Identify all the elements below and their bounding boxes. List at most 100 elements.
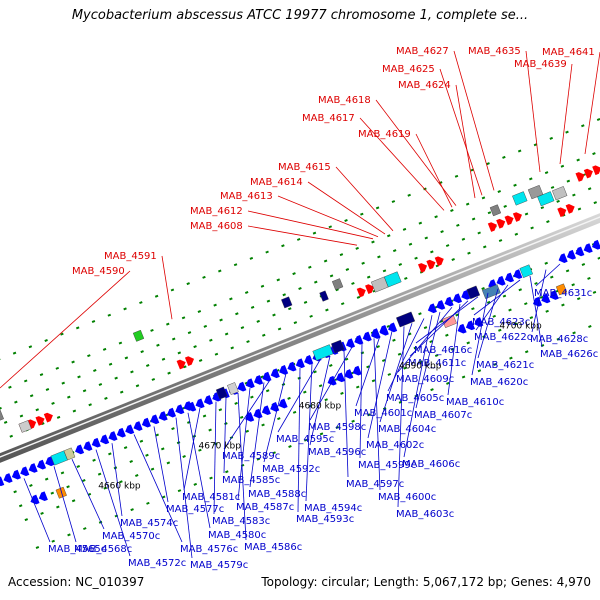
reverse-gene-arrow[interactable] (116, 427, 126, 438)
reverse-gene-arrow[interactable] (28, 463, 38, 473)
reverse-gene-arrow[interactable] (133, 421, 143, 431)
reverse-gene-arrow[interactable] (100, 434, 110, 445)
reverse-gene-arrow[interactable] (452, 293, 463, 304)
reverse-gene-arrow[interactable] (541, 293, 551, 304)
reverse-gene-label[interactable]: MAB_4570c (102, 531, 160, 542)
reverse-gene-label[interactable]: MAB_4603c (396, 509, 454, 520)
reverse-gene-label[interactable]: MAB_4598c (308, 422, 366, 433)
gene-feature-box[interactable] (63, 447, 76, 461)
reverse-gene-label[interactable]: MAB_4607c (414, 410, 472, 421)
reverse-gene-arrow[interactable] (125, 424, 135, 435)
forward-gene-label[interactable]: MAB_4612 (190, 206, 243, 217)
reverse-gene-label[interactable]: MAB_4631c (534, 288, 592, 299)
reverse-gene-label[interactable]: MAB_4568c (74, 544, 132, 555)
forward-gene-label[interactable]: MAB_4635 (468, 46, 521, 57)
gene-feature-box[interactable] (512, 191, 528, 206)
reverse-gene-arrow[interactable] (461, 290, 471, 300)
reverse-gene-arrow[interactable] (36, 459, 47, 470)
reverse-gene-arrow[interactable] (261, 405, 271, 416)
forward-gene-label[interactable]: MAB_4590 (72, 266, 125, 277)
reverse-gene-label[interactable]: MAB_4581c (182, 492, 240, 503)
reverse-gene-arrow[interactable] (427, 303, 437, 314)
reverse-gene-arrow[interactable] (212, 391, 222, 402)
reverse-gene-label[interactable]: MAB_4623c (472, 317, 530, 328)
reverse-gene-label[interactable]: MAB_4594c (304, 503, 362, 514)
reverse-gene-arrow[interactable] (474, 317, 484, 327)
reverse-gene-label[interactable]: MAB_4565c (48, 544, 106, 555)
reverse-gene-arrow[interactable] (558, 253, 568, 263)
forward-gene-arrow[interactable] (575, 172, 585, 182)
forward-gene-arrow[interactable] (356, 287, 366, 298)
reverse-gene-arrow[interactable] (344, 369, 354, 379)
gene-feature-box[interactable] (0, 409, 4, 422)
forward-gene-arrow[interactable] (496, 218, 506, 229)
reverse-gene-label[interactable]: MAB_4593c (296, 514, 354, 525)
reverse-gene-arrow[interactable] (195, 398, 205, 409)
gene-feature-box[interactable] (396, 311, 416, 328)
reverse-gene-arrow[interactable] (108, 431, 118, 441)
reverse-gene-arrow[interactable] (253, 408, 263, 419)
reverse-gene-arrow[interactable] (379, 325, 389, 336)
reverse-gene-arrow[interactable] (362, 331, 372, 342)
forward-gene-arrow[interactable] (434, 256, 444, 267)
reverse-gene-label[interactable]: MAB_4576c (180, 544, 238, 555)
reverse-gene-arrow[interactable] (444, 296, 454, 307)
reverse-gene-arrow[interactable] (91, 437, 101, 448)
gene-feature-box[interactable] (383, 271, 402, 288)
reverse-gene-arrow[interactable] (295, 358, 305, 369)
forward-gene-arrow[interactable] (583, 168, 593, 179)
reverse-gene-label[interactable]: MAB_4604c (378, 424, 436, 435)
reverse-gene-label[interactable]: MAB_4579c (190, 560, 248, 571)
reverse-gene-label[interactable]: MAB_4621c (476, 360, 534, 371)
reverse-gene-label[interactable]: MAB_4600c (378, 492, 436, 503)
reverse-gene-arrow[interactable] (75, 444, 85, 455)
forward-gene-label[interactable]: MAB_4625 (382, 64, 435, 75)
gene-feature-box[interactable] (481, 284, 501, 300)
reverse-gene-label[interactable]: MAB_4601c (354, 408, 412, 419)
reverse-gene-arrow[interactable] (388, 322, 398, 333)
reverse-gene-arrow[interactable] (254, 375, 264, 385)
reverse-gene-arrow[interactable] (436, 300, 446, 310)
reverse-gene-arrow[interactable] (513, 269, 523, 279)
forward-gene-label[interactable]: MAB_4613 (220, 191, 273, 202)
reverse-gene-label[interactable]: MAB_4605c (386, 393, 444, 404)
reverse-gene-arrow[interactable] (345, 338, 356, 349)
reverse-gene-arrow[interactable] (83, 441, 93, 451)
reverse-gene-arrow[interactable] (245, 378, 255, 389)
forward-gene-arrow[interactable] (43, 412, 53, 423)
reverse-gene-arrow[interactable] (278, 398, 288, 409)
reverse-gene-arrow[interactable] (354, 334, 364, 345)
forward-gene-label[interactable]: MAB_4627 (396, 46, 449, 57)
reverse-gene-label[interactable]: MAB_4599c (358, 460, 416, 471)
reverse-gene-arrow[interactable] (30, 494, 40, 505)
gene-feature-box[interactable] (331, 278, 344, 291)
forward-gene-arrow[interactable] (426, 259, 436, 270)
reverse-gene-arrow[interactable] (45, 456, 55, 467)
reverse-gene-arrow[interactable] (549, 290, 559, 300)
gene-feature-box[interactable] (519, 264, 534, 278)
reverse-gene-arrow[interactable] (575, 246, 585, 257)
reverse-gene-label[interactable]: MAB_4620c (470, 377, 528, 388)
gene-feature-box[interactable] (132, 329, 145, 342)
reverse-gene-arrow[interactable] (237, 381, 247, 392)
gene-feature-box[interactable] (331, 339, 345, 354)
reverse-gene-arrow[interactable] (141, 417, 151, 428)
reverse-gene-arrow[interactable] (352, 365, 362, 376)
reverse-gene-label[interactable]: MAB_4628c (530, 334, 588, 345)
forward-gene-arrow[interactable] (504, 215, 514, 226)
gene-feature-box[interactable] (215, 386, 228, 400)
gene-feature-box[interactable] (281, 296, 293, 309)
gene-feature-box[interactable] (18, 420, 32, 433)
reverse-gene-arrow[interactable] (20, 466, 30, 477)
forward-gene-label[interactable]: MAB_4591 (104, 251, 157, 262)
reverse-gene-arrow[interactable] (203, 395, 213, 405)
reverse-gene-label[interactable]: MAB_4586c (244, 542, 302, 553)
forward-gene-label[interactable]: MAB_4624 (398, 80, 451, 91)
reverse-gene-label[interactable]: MAB_4587c (236, 502, 294, 513)
gene-feature-box[interactable] (312, 344, 334, 361)
reverse-gene-arrow[interactable] (566, 249, 577, 260)
forward-gene-arrow[interactable] (565, 204, 575, 214)
reverse-gene-label[interactable]: MAB_4610c (446, 397, 504, 408)
forward-gene-label[interactable]: MAB_4618 (318, 95, 371, 106)
reverse-gene-label[interactable]: MAB_4595c (276, 434, 334, 445)
